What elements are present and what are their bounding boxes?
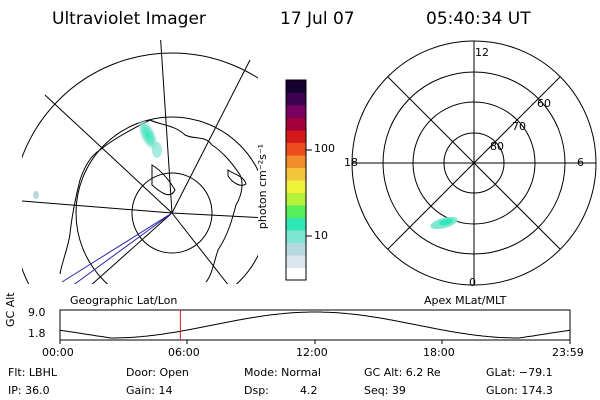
door-info: Door: Open (126, 366, 189, 379)
timeline-xtick: 00:00 (42, 346, 74, 359)
colorbar-tick-10: 10 (314, 229, 328, 242)
mlt-label-18: 18 (344, 156, 358, 169)
geographic-caption: Geographic Lat/Lon (70, 294, 178, 307)
timeline-xtick: 12:00 (296, 346, 328, 359)
colorbar-band (286, 180, 306, 193)
aurora-emission (439, 218, 453, 226)
mlt-label-12: 12 (475, 46, 489, 59)
gc-alt-info: GC Alt: 6.2 Re (364, 366, 441, 379)
mode-info: Mode: Normal (244, 366, 321, 379)
timeline-xtick: 18:00 (423, 346, 455, 359)
dsp-label: Dsp: (244, 384, 269, 397)
timeline-ymax: 9.0 (28, 306, 46, 319)
gain-info: Gain: 14 (126, 384, 173, 397)
coastline (227, 169, 247, 186)
lat-label-60: 60 (537, 97, 551, 110)
meridian-line (44, 94, 173, 214)
lat-label-70: 70 (512, 120, 526, 133)
coastline (59, 119, 243, 283)
aurora-emission (33, 191, 39, 199)
meridian-line (171, 212, 258, 218)
colorbar-tick-100: 100 (314, 142, 335, 155)
mlt-label-0: 0 (469, 276, 476, 289)
colorbar-band (286, 217, 306, 231)
dsp-value: 4.2 (300, 384, 318, 397)
ip-info: IP: 36.0 (8, 384, 50, 397)
lat-label-80: 80 (490, 140, 504, 153)
colorbar-band (286, 205, 306, 218)
mlt-label-6: 6 (577, 156, 584, 169)
altitude-curve (59, 311, 571, 339)
instrument-title: Ultraviolet Imager (52, 9, 206, 29)
timeline-ymin: 1.8 (28, 327, 46, 340)
colorbar-band (286, 255, 306, 268)
colorbar-band (286, 130, 306, 143)
colorbar-band (286, 192, 306, 206)
glat-info: GLat: −79.1 (486, 366, 553, 379)
aurora-emission (152, 142, 162, 158)
glon-info: GLon: 174.3 (486, 384, 553, 397)
timeline-frame (59, 309, 571, 341)
colorbar-frame (285, 79, 307, 281)
colorbar-band (286, 80, 306, 93)
orbit-track (73, 212, 173, 284)
coastline (151, 164, 176, 196)
timeline-xtick: 06:00 (168, 346, 200, 359)
time-label: 05:40:34 UT (426, 9, 531, 29)
date-label: 17 Jul 07 (280, 9, 355, 29)
colorbar-band (286, 142, 306, 156)
timeline-ylabel: GC Alt (4, 292, 17, 327)
meridian-line (22, 200, 173, 214)
lat-circle-mid (75, 116, 258, 284)
colorbar-band (286, 117, 306, 131)
seq-info: Seq: 39 (364, 384, 406, 397)
colorbar-band (286, 92, 306, 106)
colorbar-band (286, 155, 306, 168)
aurora-emission (137, 118, 159, 152)
timeline-xtick: 23:59 (552, 346, 584, 359)
colorbar-band (286, 267, 306, 281)
lat-circle-outer (22, 52, 258, 284)
meridian-line (91, 212, 173, 284)
meridian-line (171, 212, 229, 284)
orbit-track (61, 212, 173, 283)
apex-caption: Apex MLat/MLT (424, 294, 507, 307)
colorbar-band (286, 105, 306, 118)
colorbar-band (286, 167, 306, 181)
filter-info: Flt: LBHL (8, 366, 57, 379)
meridian-line (171, 59, 251, 214)
lat-circle-inner (131, 172, 213, 254)
polar-meridian (387, 76, 561, 250)
colorbar-band (286, 242, 306, 256)
colorbar-band (286, 230, 306, 243)
